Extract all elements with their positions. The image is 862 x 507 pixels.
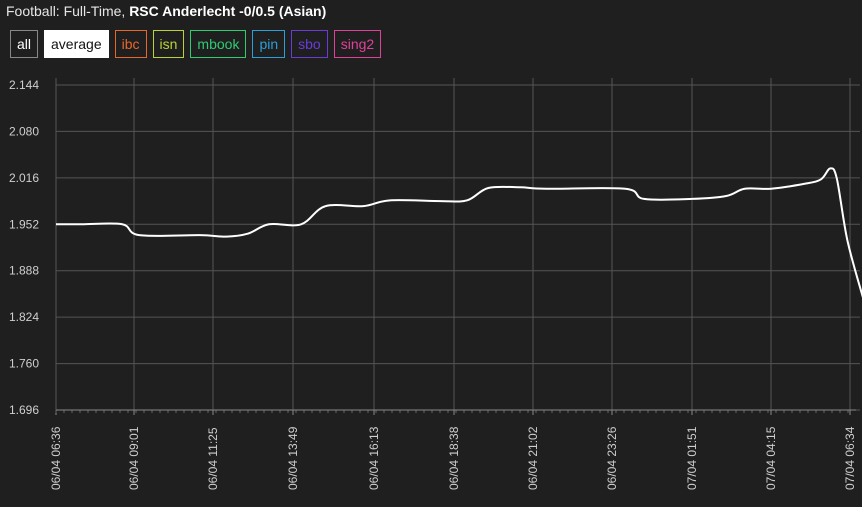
title-prefix: Football: Full-Time, (6, 3, 126, 19)
filter-button-sbo[interactable]: sbo (291, 30, 328, 58)
title-main: RSC Anderlecht -0/0.5 (Asian) (129, 3, 327, 19)
filter-button-mbook[interactable]: mbook (190, 30, 247, 58)
filter-button-sing2[interactable]: sing2 (333, 30, 382, 58)
x-tick-label: 06/04 09:01 (127, 426, 141, 490)
x-tick-label: 06/04 11:25 (206, 427, 220, 490)
y-tick-label: 1.824 (9, 310, 39, 324)
y-tick-label: 1.952 (9, 217, 39, 231)
y-tick-label: 1.888 (9, 264, 39, 278)
y-tick-label: 2.080 (9, 124, 39, 138)
x-tick-label: 06/04 16:13 (367, 426, 381, 490)
y-tick-label: 2.016 (9, 171, 39, 185)
x-tick-label: 07/04 04:15 (764, 426, 778, 490)
x-tick-label: 06/04 06:36 (49, 426, 63, 490)
x-tick-label: 06/04 21:02 (526, 426, 540, 490)
y-tick-label: 1.760 (9, 357, 39, 371)
filter-button-isn[interactable]: isn (152, 30, 185, 58)
y-tick-label: 2.144 (9, 78, 39, 92)
filter-button-average[interactable]: average (44, 30, 109, 58)
bookmaker-filter: all average ibc isn mbook pin sbo sing2 (10, 30, 382, 58)
filter-button-pin[interactable]: pin (252, 30, 286, 58)
filter-button-all[interactable]: all (10, 30, 39, 58)
chart-title: Football: Full-Time, RSC Anderlecht -0/0… (6, 3, 326, 19)
x-tick-label: 06/04 23:26 (605, 426, 619, 490)
filter-button-ibc[interactable]: ibc (114, 30, 147, 58)
x-tick-label: 07/04 06:34 (843, 426, 857, 490)
x-tick-label: 07/04 01:51 (685, 426, 699, 490)
y-tick-label: 1.696 (9, 403, 39, 417)
series-line-average (55, 167, 862, 298)
x-tick-label: 06/04 13:49 (286, 426, 300, 490)
x-tick-label: 06/04 18:38 (447, 426, 461, 490)
